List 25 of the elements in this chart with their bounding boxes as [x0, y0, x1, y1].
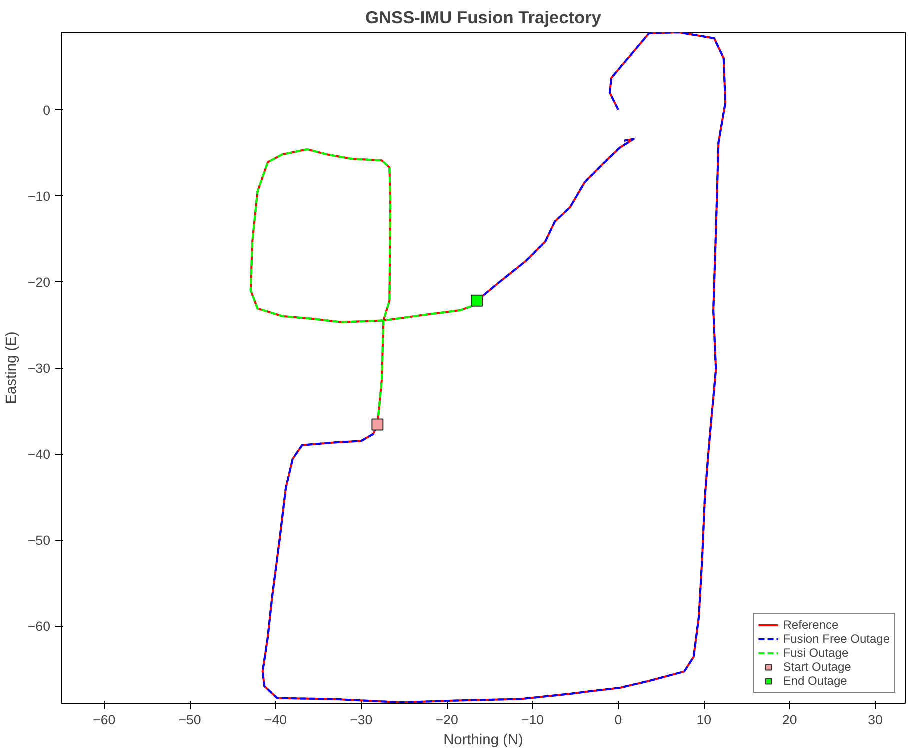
- y-tick-label: −40: [28, 447, 50, 462]
- legend-label: Fusi Outage: [783, 646, 849, 660]
- x-tick-label: −20: [436, 712, 458, 728]
- legend-label: Reference: [783, 618, 839, 632]
- x-tick-label: −30: [350, 712, 373, 728]
- x-tick-label: 20: [782, 712, 798, 728]
- x-axis-title: Northing (N): [444, 732, 524, 748]
- x-tick-label: −50: [178, 712, 202, 728]
- y-axis-title: Easting (E): [4, 332, 20, 404]
- x-tick-label: −10: [521, 712, 544, 728]
- chart-title: GNSS-IMU Fusion Trajectory: [366, 8, 602, 28]
- x-tick-label: −40: [264, 712, 288, 728]
- y-tick-label: 0: [43, 102, 51, 118]
- y-tick-label: −20: [28, 274, 50, 290]
- x-tick-label: 0: [614, 712, 622, 728]
- y-tick-label: −60: [28, 619, 50, 634]
- x-tick-label: 10: [696, 712, 712, 728]
- y-tick-label: −30: [28, 361, 50, 376]
- x-tick-label: −60: [93, 712, 116, 728]
- x-tick-label: 30: [868, 712, 883, 728]
- legend-label: Fusion Free Outage: [783, 632, 890, 646]
- legend-label: End Outage: [783, 674, 848, 688]
- legend-label: Start Outage: [783, 660, 852, 674]
- y-tick-label: −50: [28, 533, 50, 548]
- y-tick-label: −10: [28, 188, 50, 204]
